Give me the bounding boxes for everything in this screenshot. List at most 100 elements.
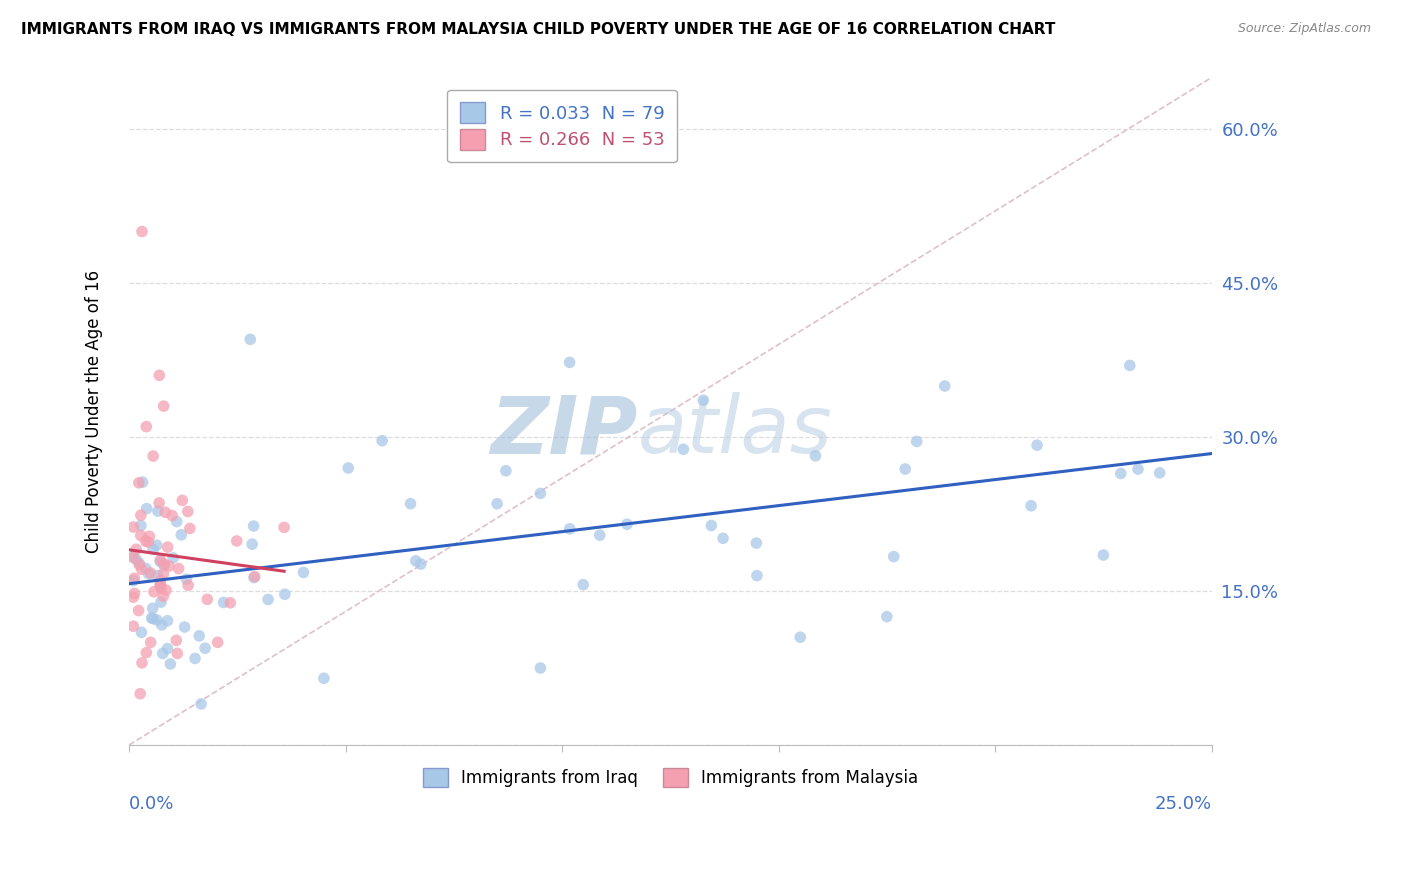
Point	[170, 528, 193, 542]
Point	[135, 646, 157, 660]
Text: IMMIGRANTS FROM IRAQ VS IMMIGRANTS FROM MALAYSIA CHILD POVERTY UNDER THE AGE OF : IMMIGRANTS FROM IRAQ VS IMMIGRANTS FROM …	[21, 22, 1056, 37]
Point	[905, 434, 928, 449]
Point	[148, 496, 170, 510]
Text: ZIP: ZIP	[491, 392, 638, 470]
Point	[122, 550, 145, 565]
Point	[157, 559, 180, 574]
Point	[1119, 359, 1142, 373]
Point	[122, 520, 145, 534]
Point	[194, 641, 217, 656]
Point	[219, 596, 242, 610]
Point	[190, 697, 212, 711]
Point	[142, 542, 165, 557]
Point	[177, 504, 200, 518]
Point	[124, 571, 146, 585]
Point	[138, 529, 160, 543]
Point	[934, 379, 956, 393]
Point	[156, 641, 179, 656]
Text: 0.0%: 0.0%	[129, 795, 174, 814]
Point	[672, 442, 695, 457]
Text: 25.0%: 25.0%	[1154, 795, 1212, 814]
Point	[150, 618, 173, 632]
Text: Source: ZipAtlas.com: Source: ZipAtlas.com	[1237, 22, 1371, 36]
Point	[159, 657, 181, 671]
Point	[136, 535, 159, 549]
Point	[149, 574, 172, 588]
Point	[129, 687, 152, 701]
Point	[146, 504, 169, 518]
Point	[128, 557, 150, 571]
Point	[122, 549, 145, 564]
Point	[166, 647, 188, 661]
Point	[146, 613, 169, 627]
Point	[155, 583, 177, 598]
Point	[804, 449, 827, 463]
Point	[207, 635, 229, 649]
Point	[152, 566, 174, 581]
Point	[589, 528, 612, 542]
Point	[125, 552, 148, 566]
Point	[165, 633, 187, 648]
Point	[692, 393, 714, 408]
Point	[135, 501, 157, 516]
Point	[166, 515, 188, 529]
Point	[128, 604, 150, 618]
Point	[152, 647, 174, 661]
Point	[529, 486, 551, 500]
Point	[1019, 499, 1042, 513]
Point	[149, 578, 172, 592]
Point	[153, 557, 176, 571]
Point	[129, 508, 152, 523]
Point	[405, 554, 427, 568]
Point	[1126, 462, 1149, 476]
Point	[1149, 466, 1171, 480]
Text: atlas: atlas	[638, 392, 832, 470]
Point	[122, 574, 145, 588]
Point	[128, 558, 150, 572]
Point	[149, 595, 172, 609]
Point	[135, 534, 157, 549]
Point	[139, 635, 162, 649]
Point	[131, 475, 153, 490]
Point	[135, 561, 157, 575]
Point	[160, 508, 183, 523]
Point	[179, 521, 201, 535]
Point	[162, 550, 184, 565]
Point	[150, 582, 173, 596]
Point	[131, 225, 153, 239]
Point	[148, 368, 170, 383]
Point	[139, 566, 162, 580]
Point	[242, 519, 264, 533]
Point	[1109, 467, 1132, 481]
Point	[152, 399, 174, 413]
Point	[558, 522, 581, 536]
Point	[152, 589, 174, 603]
Point	[337, 461, 360, 475]
Point	[122, 619, 145, 633]
Point	[1092, 548, 1115, 562]
Point	[128, 475, 150, 490]
Point	[243, 571, 266, 585]
Point	[894, 462, 917, 476]
Point	[131, 562, 153, 576]
Point	[138, 566, 160, 581]
Point	[572, 577, 595, 591]
Point	[616, 517, 638, 532]
Point	[745, 536, 768, 550]
Point	[558, 355, 581, 369]
Point	[409, 557, 432, 571]
Point	[273, 520, 295, 534]
Point	[188, 629, 211, 643]
Point	[495, 464, 517, 478]
Point	[700, 518, 723, 533]
Point	[142, 601, 165, 615]
Point	[371, 434, 394, 448]
Legend: Immigrants from Iraq, Immigrants from Malaysia: Immigrants from Iraq, Immigrants from Ma…	[416, 761, 925, 794]
Point	[149, 578, 172, 592]
Point	[184, 651, 207, 665]
Point	[195, 592, 218, 607]
Point	[212, 595, 235, 609]
Point	[876, 609, 898, 624]
Point	[711, 531, 734, 545]
Point	[745, 568, 768, 582]
